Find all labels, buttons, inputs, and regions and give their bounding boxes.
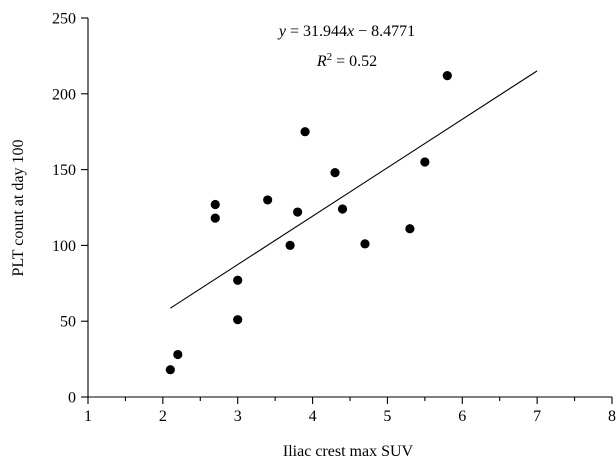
x-tick-label: 6 [458,408,466,425]
trendline-equation: y = 31.944x − 8.4771 [277,23,415,40]
data-point [210,213,220,223]
data-points [165,71,452,375]
x-tick-label: 4 [309,408,317,425]
equation-eq: = 31.944 [286,23,347,40]
y-tick-label: 200 [52,86,76,103]
x-tick-label: 5 [383,408,391,425]
data-point [442,71,452,81]
data-point [405,224,415,234]
data-point [330,168,340,178]
x-tick-label: 1 [84,408,92,425]
y-tick-label: 250 [52,11,76,28]
x-tick-label: 8 [608,408,616,425]
trendline [170,70,538,309]
data-point [210,199,220,210]
r-squared-rest: = 0.52 [332,53,377,70]
data-point [300,127,310,137]
data-point [293,207,303,217]
data-point [337,204,348,214]
y-axis-title: PLT count at day 100 [10,140,27,277]
y-tick-labels: 0 50 100 150 200 250 [52,11,76,407]
equation-rest: − 8.4771 [354,23,415,40]
data-point [360,239,370,249]
y-tick-label: 0 [68,390,76,407]
data-point [233,315,243,325]
equation-x: x [346,23,354,40]
x-tick-labels: 1 2 3 4 5 6 7 8 [84,408,616,425]
y-tick-label: 150 [52,162,76,179]
x-axis-title: Iliac crest max SUV [283,443,414,460]
y-tick-label: 100 [52,238,76,255]
data-point [285,240,295,250]
r-squared-sup: 2 [327,51,333,63]
data-point [233,275,243,285]
x-tick-label: 2 [159,408,167,425]
x-tick-label: 3 [234,408,242,425]
r-squared-label: R2 = 0.52 [316,51,377,70]
x-tick-label: 7 [533,408,541,425]
x-ticks [87,397,613,404]
y-tick-label: 50 [60,314,76,331]
equation-y: y [277,23,287,40]
y-axis: 0 50 100 150 200 250 [52,11,89,407]
y-ticks [81,17,88,398]
data-point [165,365,175,375]
x-axis: 1 2 3 4 5 6 7 8 [84,396,616,425]
data-point [420,157,430,167]
data-point [173,349,183,360]
r-squared-r: R [316,53,327,70]
data-point [263,195,273,205]
